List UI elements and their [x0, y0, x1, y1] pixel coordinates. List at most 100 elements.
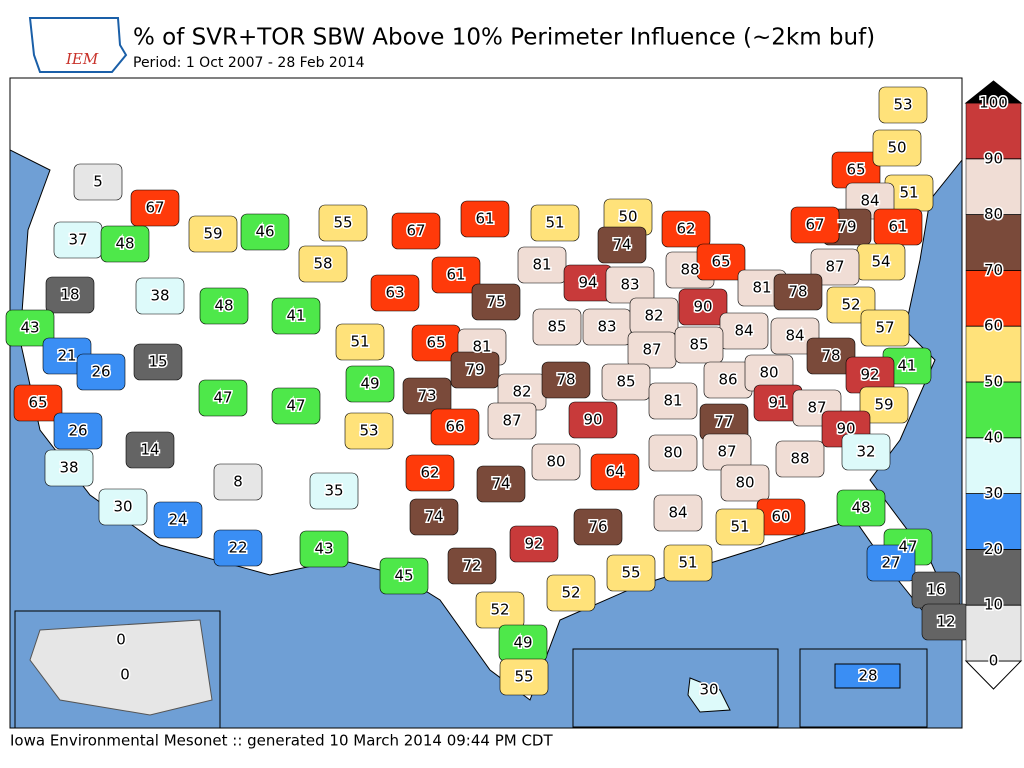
- region: [715, 508, 765, 546]
- region: [379, 557, 429, 595]
- region-label: 47: [898, 538, 917, 556]
- region-label: 38: [59, 459, 78, 477]
- region-label: 55: [333, 214, 352, 232]
- region-label: 79: [837, 218, 856, 236]
- region: [773, 273, 823, 311]
- region-label: 51: [545, 214, 564, 232]
- region-label: 67: [805, 216, 824, 234]
- region-label: 87: [717, 443, 736, 461]
- region-label: 61: [888, 218, 907, 236]
- colorbar-band: [965, 381, 1022, 439]
- region: [678, 288, 728, 326]
- region-label: 14: [140, 441, 159, 459]
- region: [318, 204, 368, 242]
- region-label: 87: [807, 399, 826, 417]
- footer: Iowa Environmental Mesonet :: generated …: [10, 732, 553, 750]
- region-label: 78: [821, 347, 840, 365]
- region-label: 81: [663, 392, 682, 410]
- region-label: 58: [313, 255, 332, 273]
- region: [135, 277, 185, 315]
- region-label: 65: [426, 334, 445, 352]
- region: [810, 248, 860, 286]
- region-label: 79: [465, 361, 484, 379]
- region-label: 30: [113, 498, 132, 516]
- alaska-label: 0: [120, 666, 130, 684]
- region: [44, 449, 94, 487]
- region: [775, 440, 825, 478]
- region: [648, 434, 698, 472]
- region-label: 82: [512, 383, 531, 401]
- region-label: 81: [532, 256, 551, 274]
- region: [531, 443, 581, 481]
- region-label: 12: [936, 613, 955, 631]
- hawaii-land: [687, 677, 731, 713]
- region: [546, 574, 596, 612]
- region-label: 26: [91, 363, 110, 381]
- regions: [5, 86, 971, 696]
- region-label: 21: [57, 347, 76, 365]
- region-label: 53: [893, 96, 912, 114]
- region: [836, 489, 886, 527]
- region-label: 90: [836, 420, 855, 438]
- region: [878, 86, 928, 124]
- colorbar-label: 40: [984, 428, 1003, 446]
- region: [460, 200, 510, 238]
- region: [76, 353, 126, 391]
- region: [573, 508, 623, 546]
- region-label: 84: [668, 504, 687, 522]
- region-label: 43: [20, 319, 39, 337]
- region: [450, 351, 500, 389]
- region: [213, 463, 263, 501]
- region: [487, 402, 537, 440]
- region: [663, 544, 713, 582]
- region: [872, 129, 922, 167]
- region-label: 90: [693, 298, 712, 316]
- colorbar-band: [965, 158, 1022, 215]
- region-label: 81: [752, 279, 771, 297]
- region-label: 52: [841, 296, 860, 314]
- region-label: 80: [663, 444, 682, 462]
- region: [45, 276, 95, 314]
- region: [391, 212, 441, 250]
- region: [530, 204, 580, 242]
- region: [653, 494, 703, 532]
- region: [696, 243, 746, 281]
- region-label: 35: [324, 482, 343, 500]
- region: [597, 226, 647, 264]
- colorbar-band: [965, 549, 1022, 606]
- region-label: 80: [735, 474, 754, 492]
- region-label: 83: [620, 276, 639, 294]
- region-label: 51: [350, 333, 369, 351]
- region-label: 15: [148, 353, 167, 371]
- region: [606, 554, 656, 592]
- inset-labels: 0 0 30 28: [115, 629, 879, 700]
- region: [188, 215, 238, 253]
- logo-outline: [28, 17, 128, 73]
- subtitle: Period: 1 Oct 2007 - 28 Feb 2014: [133, 55, 365, 71]
- region: [517, 246, 567, 284]
- region: [130, 189, 180, 227]
- region-label: 85: [547, 318, 566, 336]
- region: [402, 377, 452, 415]
- region-label: 85: [689, 336, 708, 354]
- region-label: 74: [612, 236, 631, 254]
- region: [153, 501, 203, 539]
- region: [240, 213, 290, 251]
- region: [601, 363, 651, 401]
- alaska-label: 0: [116, 631, 126, 649]
- region-label: 48: [214, 297, 233, 315]
- region-label: 65: [28, 394, 47, 412]
- region: [298, 245, 348, 283]
- region-label: 88: [790, 450, 809, 468]
- region-label: 80: [759, 364, 778, 382]
- region-label: 62: [676, 220, 695, 238]
- region: [859, 386, 909, 424]
- region-label: 51: [899, 184, 918, 202]
- region-label: 54: [871, 253, 890, 271]
- hawaii-inset: [572, 648, 779, 728]
- region: [13, 384, 63, 422]
- region-label: 47: [213, 389, 232, 407]
- region: [405, 454, 455, 492]
- region-label: 73: [417, 387, 436, 405]
- region-label: 90: [583, 411, 602, 429]
